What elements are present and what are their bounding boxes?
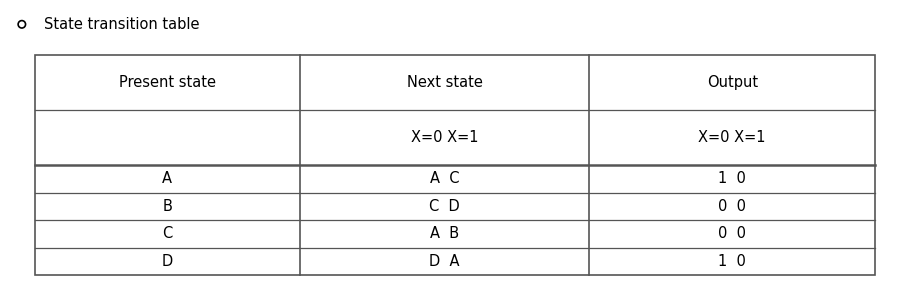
Text: 1  0: 1 0 — [718, 171, 746, 186]
Text: B: B — [162, 199, 172, 214]
Text: X=0 X=1: X=0 X=1 — [410, 130, 479, 145]
Text: D: D — [162, 254, 173, 269]
Text: Present state: Present state — [119, 75, 216, 90]
Text: 0  0: 0 0 — [718, 226, 746, 241]
Text: Next state: Next state — [407, 75, 482, 90]
Text: Output: Output — [707, 75, 758, 90]
Text: D  A: D A — [430, 254, 460, 269]
Text: C  D: C D — [430, 199, 460, 214]
Text: 0  0: 0 0 — [718, 199, 746, 214]
Text: A: A — [162, 171, 172, 186]
Text: A  C: A C — [430, 171, 460, 186]
Text: X=0 X=1: X=0 X=1 — [699, 130, 766, 145]
Text: C: C — [162, 226, 172, 241]
Text: State transition table: State transition table — [44, 17, 199, 32]
Bar — [35, 55, 875, 275]
Text: 1  0: 1 0 — [718, 254, 746, 269]
Text: A  B: A B — [430, 226, 459, 241]
